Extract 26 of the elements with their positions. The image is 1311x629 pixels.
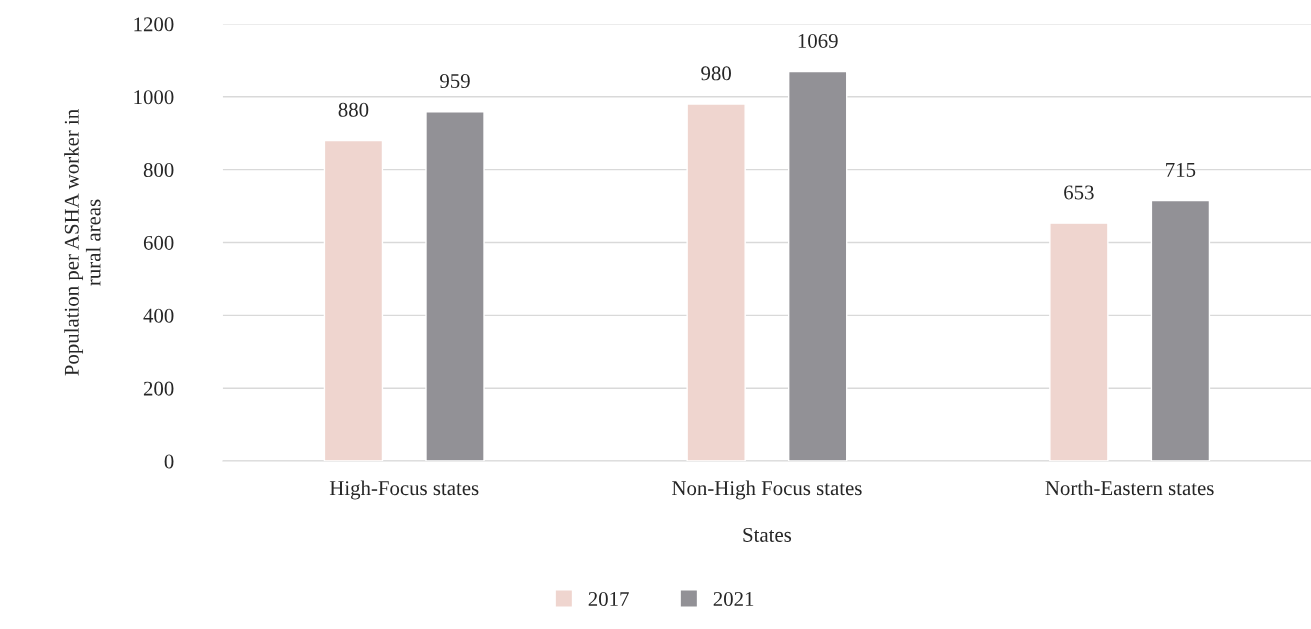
data-label: 880 bbox=[338, 102, 369, 117]
bar bbox=[1049, 222, 1109, 462]
y-tick-label: 600 bbox=[143, 235, 174, 250]
x-tick-label: Non-High Focus states bbox=[672, 480, 862, 500]
y-tick-label: 800 bbox=[143, 162, 174, 178]
bar bbox=[323, 139, 384, 462]
legend-label: 2021 bbox=[713, 591, 754, 607]
y-tick-label: 1200 bbox=[134, 17, 174, 32]
y-axis-title: Population per ASHA worker in rural areas bbox=[64, 109, 101, 376]
legend-label: 2017 bbox=[588, 591, 629, 607]
y-tick-label: 200 bbox=[143, 381, 174, 396]
data-label: 715 bbox=[1166, 162, 1196, 177]
bar bbox=[788, 70, 848, 462]
bar bbox=[1150, 199, 1211, 462]
data-label: 1069 bbox=[798, 33, 838, 48]
bar bbox=[425, 111, 485, 462]
data-label: 980 bbox=[701, 66, 731, 81]
x-tick-label: High-Focus states bbox=[329, 480, 479, 500]
bar bbox=[686, 103, 746, 462]
y-tick-label: 1000 bbox=[134, 90, 174, 105]
y-tick-label: 0 bbox=[164, 454, 174, 469]
data-label: 959 bbox=[440, 74, 470, 89]
y-tick-label: 400 bbox=[143, 308, 174, 323]
data-label: 653 bbox=[1064, 185, 1094, 200]
x-tick-label: North-Eastern states bbox=[1045, 480, 1214, 496]
x-axis-title: States bbox=[743, 527, 792, 542]
